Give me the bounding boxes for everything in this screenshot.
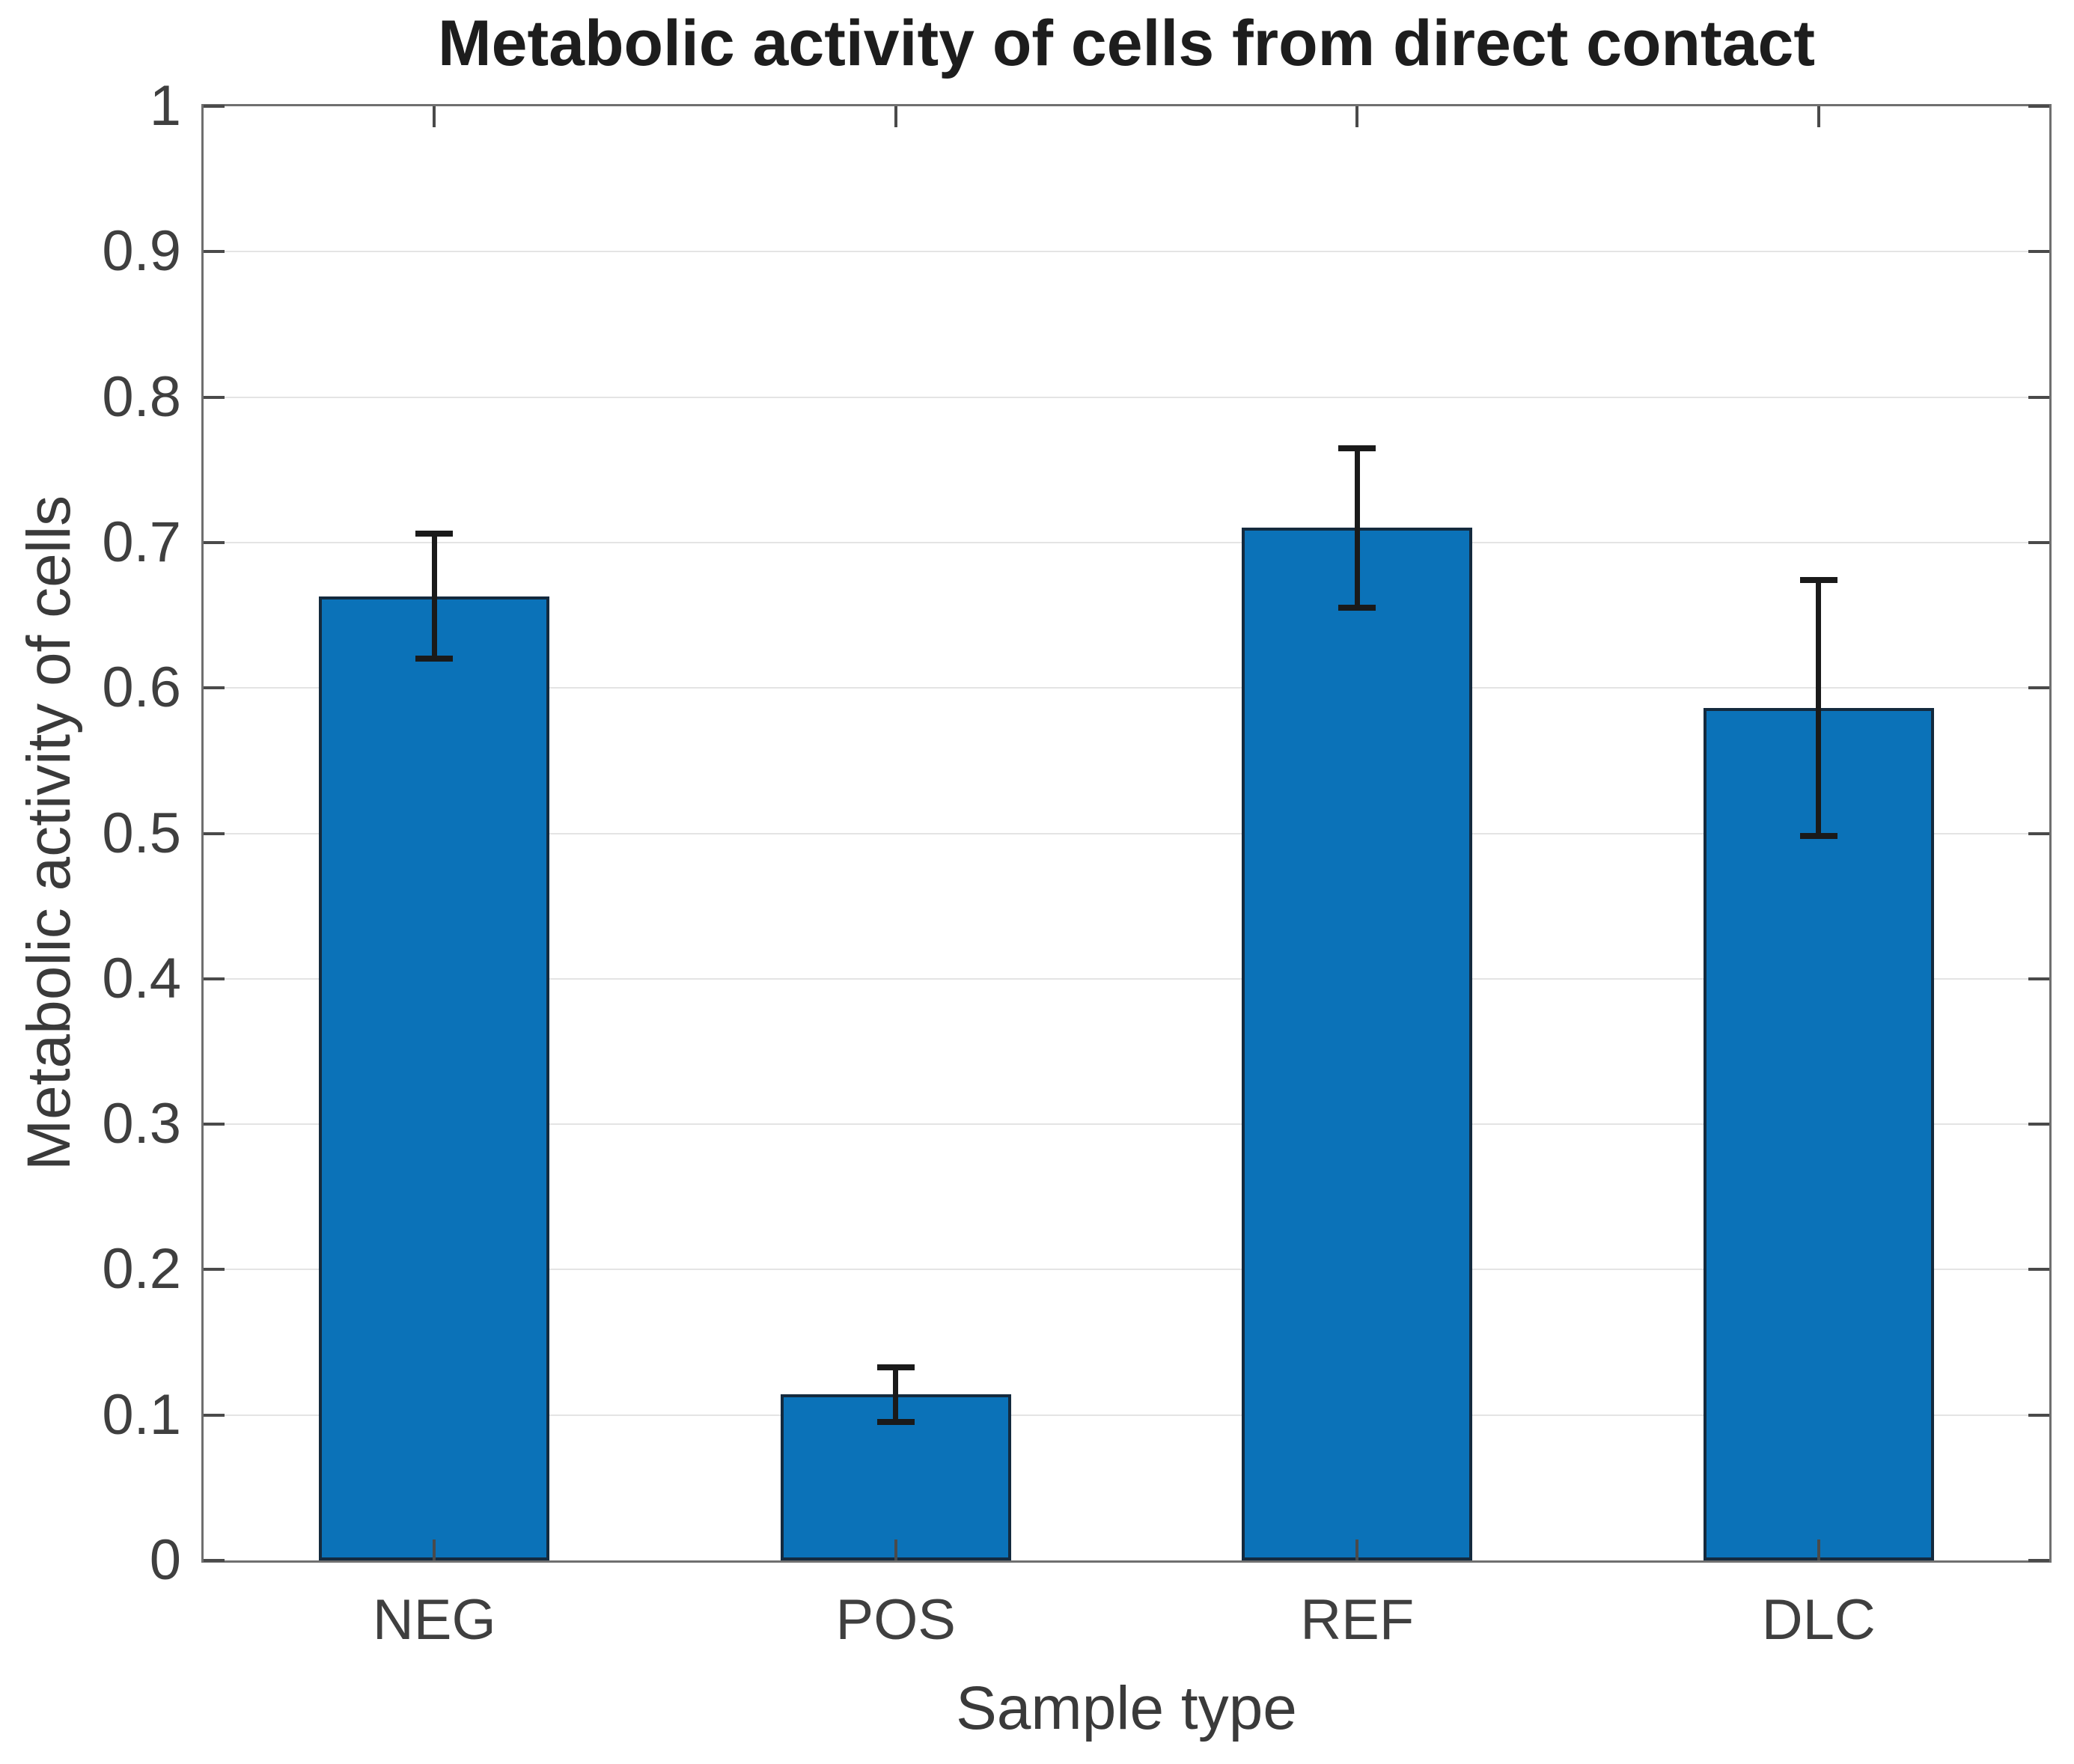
x-tick-mark-bottom (894, 1539, 897, 1560)
y-tick-label: 0.3 (102, 1092, 181, 1156)
y-tick-mark-left (204, 250, 225, 254)
x-tick-mark-top (1355, 106, 1359, 127)
plot-area (201, 104, 2052, 1563)
x-tick-mark-top (894, 106, 897, 127)
x-tick-label-ref: REF (1300, 1588, 1415, 1652)
y-tick-mark-right (2028, 1268, 2049, 1272)
y-tick-mark-left (204, 540, 225, 544)
bar-dlc (1703, 708, 1934, 1560)
y-tick-label: 0.8 (102, 364, 181, 429)
error-bar-line-ref (1354, 448, 1360, 608)
error-bar-cap-bottom-neg (415, 656, 454, 662)
gridline (204, 977, 2049, 980)
error-bar-cap-top-pos (876, 1364, 915, 1370)
y-tick-mark-left (204, 1413, 225, 1417)
x-tick-label-neg: NEG (372, 1588, 496, 1652)
gridline (204, 832, 2049, 834)
y-tick-mark-left (204, 1268, 225, 1272)
error-bar-line-dlc (1816, 580, 1822, 837)
error-bar-line-pos (893, 1367, 899, 1423)
error-bar-cap-bottom-pos (876, 1419, 915, 1426)
y-tick-mark-right (2028, 105, 2049, 108)
gridline (204, 1414, 2049, 1416)
error-bar-cap-bottom-ref (1338, 605, 1376, 611)
x-axis-label: Sample type (956, 1674, 1297, 1742)
gridline (204, 1269, 2049, 1271)
y-tick-label: 1 (149, 74, 181, 138)
error-bar-cap-top-neg (415, 531, 454, 537)
y-tick-label: 0.4 (102, 946, 181, 1010)
y-tick-mark-left (204, 1123, 225, 1126)
gridline (204, 1123, 2049, 1126)
x-tick-mark-top (1817, 106, 1820, 127)
y-tick-mark-right (2028, 1123, 2049, 1126)
error-bar-line-neg (431, 534, 437, 659)
y-tick-mark-right (2028, 395, 2049, 399)
gridline (204, 541, 2049, 543)
error-bar-cap-bottom-dlc (1799, 833, 1837, 840)
x-tick-mark-bottom (1355, 1539, 1359, 1560)
y-tick-label: 0.7 (102, 510, 181, 574)
y-tick-mark-right (2028, 1413, 2049, 1417)
x-tick-mark-top (433, 106, 436, 127)
y-tick-label: 0.2 (102, 1237, 181, 1301)
y-tick-mark-right (2028, 977, 2049, 980)
gridline (204, 687, 2049, 689)
y-tick-label: 0.6 (102, 656, 181, 720)
error-bar-cap-top-dlc (1799, 577, 1837, 584)
chart-title: Metabolic activity of cells from direct … (438, 7, 1815, 79)
y-tick-mark-right (2028, 540, 2049, 544)
y-tick-mark-right (2028, 250, 2049, 254)
y-tick-mark-left (204, 831, 225, 835)
y-tick-mark-left (204, 105, 225, 108)
y-tick-mark-left (204, 1559, 225, 1562)
x-tick-label-dlc: DLC (1761, 1588, 1876, 1652)
x-tick-mark-bottom (1817, 1539, 1820, 1560)
error-bar-cap-top-ref (1338, 445, 1376, 451)
y-tick-label: 0.9 (102, 219, 181, 284)
y-tick-mark-left (204, 977, 225, 980)
gridline (204, 251, 2049, 253)
y-tick-mark-right (2028, 686, 2049, 690)
gridline (204, 396, 2049, 398)
y-tick-label: 0.5 (102, 801, 181, 865)
x-tick-label-pos: POS (835, 1588, 957, 1652)
y-tick-mark-right (2028, 831, 2049, 835)
y-tick-mark-left (204, 686, 225, 690)
y-tick-label: 0 (149, 1528, 181, 1592)
y-tick-mark-left (204, 395, 225, 399)
bar-neg (319, 596, 550, 1560)
x-tick-mark-bottom (433, 1539, 436, 1560)
bar-ref (1242, 528, 1473, 1560)
y-tick-label: 0.1 (102, 1382, 181, 1447)
y-tick-mark-right (2028, 1559, 2049, 1562)
